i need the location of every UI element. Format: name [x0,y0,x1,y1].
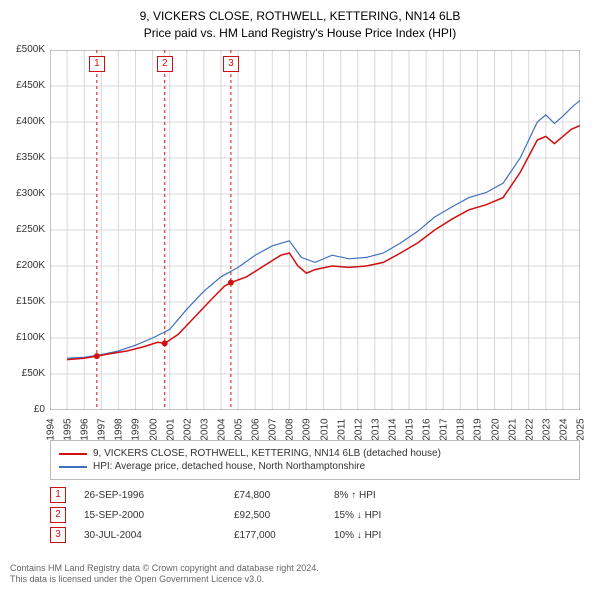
sale-row: 1 26-SEP-1996£74,8008% ↑ HPI [50,485,580,505]
chart-svg [50,50,580,410]
x-tick-label: 2010 [319,418,330,440]
x-tick-label: 2025 [576,418,587,440]
sale-date: 15-SEP-2000 [84,510,234,521]
sale-row: 3 30-JUL-2004£177,00010% ↓ HPI [50,525,580,545]
title-line1: 9, VICKERS CLOSE, ROTHWELL, KETTERING, N… [0,8,600,25]
legend-label-property: 9, VICKERS CLOSE, ROTHWELL, KETTERING, N… [93,448,441,459]
x-tick-label: 2002 [182,418,193,440]
x-tick-label: 2004 [217,418,228,440]
legend-row-hpi: HPI: Average price, detached house, Nort… [59,461,571,472]
footer-line2: This data is licensed under the Open Gov… [10,574,319,586]
legend-row-property: 9, VICKERS CLOSE, ROTHWELL, KETTERING, N… [59,448,571,459]
legend-swatch-property [59,453,87,455]
sale-delta: 8% ↑ HPI [334,490,454,501]
x-tick-label: 2024 [559,418,570,440]
sale-date: 30-JUL-2004 [84,530,234,541]
x-tick-label: 1999 [131,418,142,440]
x-tick-label: 2003 [199,418,210,440]
sale-date: 26-SEP-1996 [84,490,234,501]
sale-row: 2 15-SEP-2000£92,50015% ↓ HPI [50,505,580,525]
x-tick-label: 1997 [97,418,108,440]
sale-price: £92,500 [234,510,334,521]
x-tick-label: 2007 [268,418,279,440]
sale-marker: 3 [50,527,66,543]
x-tick-label: 2008 [285,418,296,440]
y-tick-label: £100K [5,332,45,343]
sale-marker: 1 [50,487,66,503]
y-tick-label: £50K [5,368,45,379]
y-tick-label: £500K [5,44,45,55]
y-tick-label: £350K [5,152,45,163]
x-tick-label: 2018 [456,418,467,440]
x-tick-label: 2009 [302,418,313,440]
y-tick-label: £300K [5,188,45,199]
y-tick-label: £200K [5,260,45,271]
chart-marker-label: 1 [89,56,105,72]
x-tick-label: 2022 [524,418,535,440]
x-tick-label: 2023 [541,418,552,440]
sale-delta: 10% ↓ HPI [334,530,454,541]
x-tick-label: 2017 [439,418,450,440]
legend-label-hpi: HPI: Average price, detached house, Nort… [93,461,365,472]
y-tick-label: £0 [5,404,45,415]
y-tick-label: £150K [5,296,45,307]
chart-area [50,50,580,410]
x-tick-label: 1998 [114,418,125,440]
x-tick-label: 2005 [234,418,245,440]
x-tick-label: 2006 [251,418,262,440]
footer-line1: Contains HM Land Registry data © Crown c… [10,563,319,575]
y-tick-label: £400K [5,116,45,127]
sale-price: £74,800 [234,490,334,501]
chart-container: 9, VICKERS CLOSE, ROTHWELL, KETTERING, N… [0,0,600,590]
x-tick-label: 1996 [80,418,91,440]
x-tick-label: 2016 [422,418,433,440]
x-tick-label: 2021 [507,418,518,440]
x-tick-label: 2019 [473,418,484,440]
title-block: 9, VICKERS CLOSE, ROTHWELL, KETTERING, N… [0,0,600,42]
x-tick-label: 1995 [63,418,74,440]
y-tick-label: £250K [5,224,45,235]
chart-marker-label: 3 [223,56,239,72]
legend-box: 9, VICKERS CLOSE, ROTHWELL, KETTERING, N… [50,440,580,480]
title-line2: Price paid vs. HM Land Registry's House … [0,25,600,42]
x-tick-label: 2013 [370,418,381,440]
x-tick-label: 1994 [46,418,57,440]
x-tick-label: 2020 [490,418,501,440]
sale-price: £177,000 [234,530,334,541]
sale-marker: 2 [50,507,66,523]
legend-swatch-hpi [59,466,87,468]
x-tick-label: 2014 [388,418,399,440]
x-tick-label: 2001 [165,418,176,440]
x-tick-label: 2011 [336,419,347,441]
chart-marker-label: 2 [157,56,173,72]
x-tick-label: 2015 [405,418,416,440]
sales-data-block: 1 26-SEP-1996£74,8008% ↑ HPI 2 15-SEP-2000£… [50,485,580,545]
x-tick-label: 2000 [148,418,159,440]
footer-note: Contains HM Land Registry data © Crown c… [10,563,319,586]
x-tick-label: 2012 [353,418,364,440]
y-tick-label: £450K [5,80,45,91]
sale-delta: 15% ↓ HPI [334,510,454,521]
